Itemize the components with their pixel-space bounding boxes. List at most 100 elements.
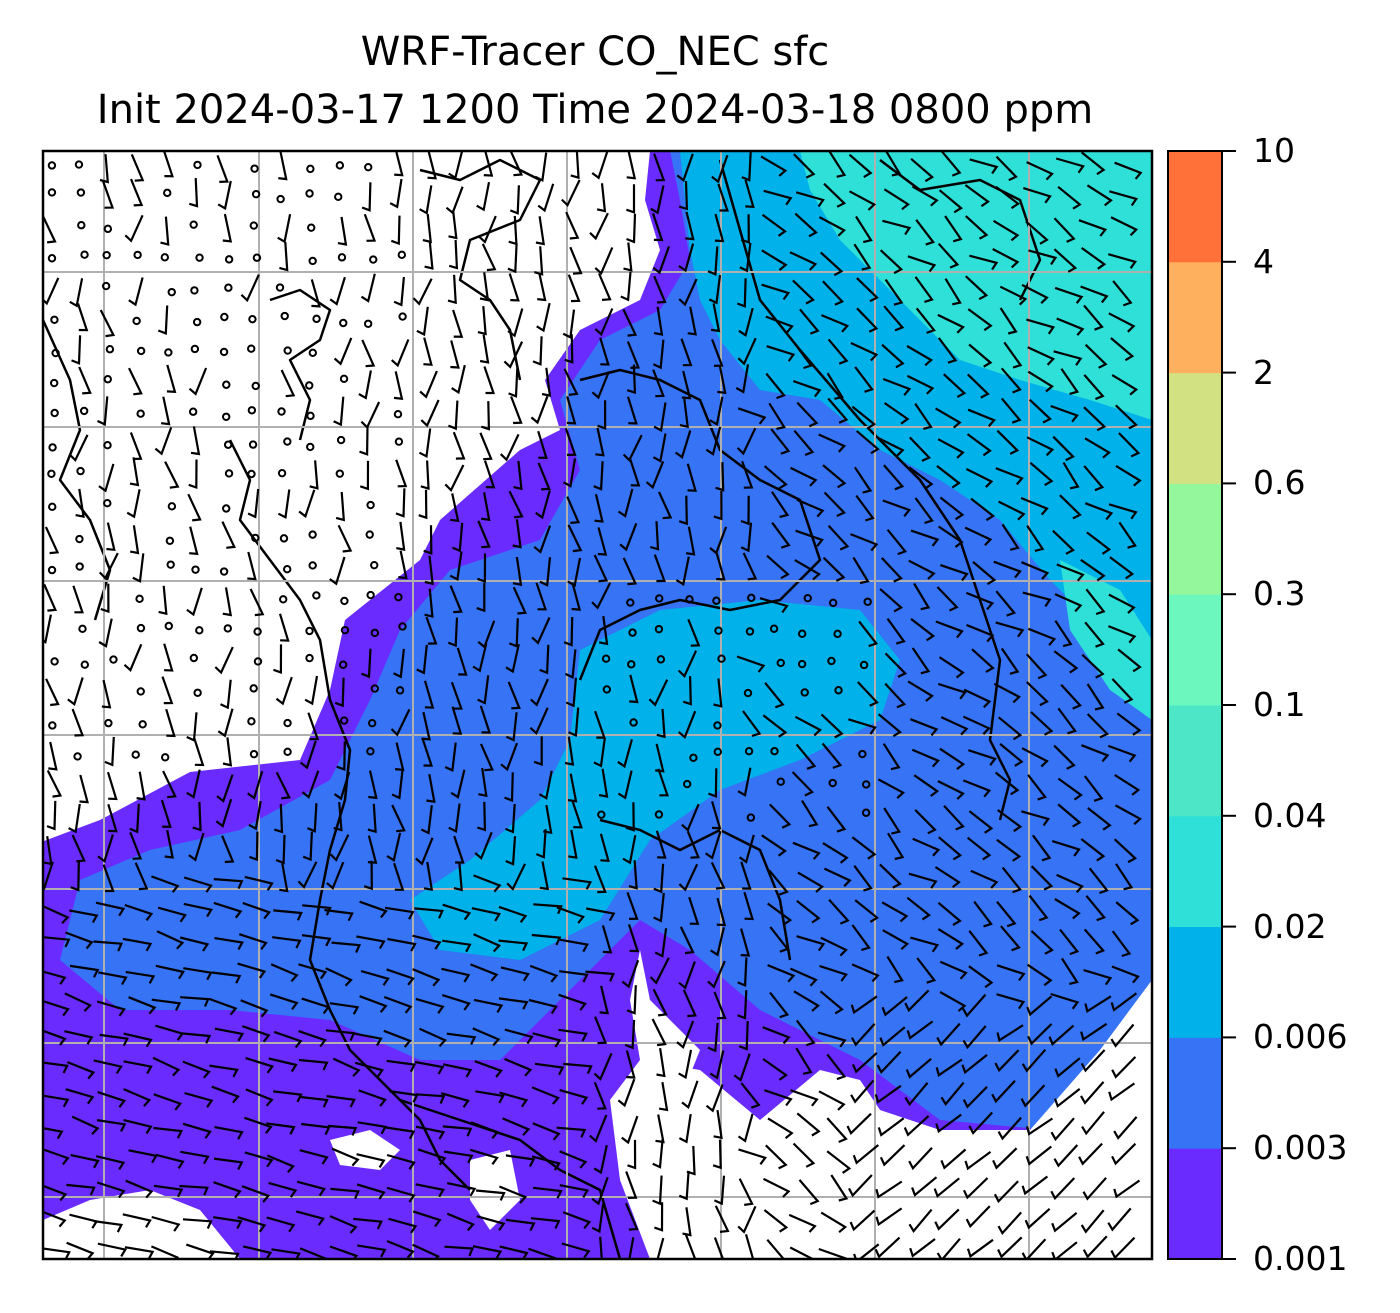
- wind-barb: [215, 798, 233, 828]
- wind-barb: [222, 737, 233, 767]
- wind-barb: [1053, 1088, 1081, 1108]
- wind-barb: [617, 1078, 636, 1108]
- wind-barb: [1082, 1177, 1107, 1201]
- wind-barb: [566, 396, 577, 425]
- wind-barb: [533, 525, 552, 554]
- wind-barb: [1109, 190, 1139, 207]
- calm-wind-marker: [397, 250, 407, 260]
- wind-barb: [474, 831, 493, 861]
- calm-wind-marker: [220, 312, 229, 322]
- wind-barb: [562, 1211, 592, 1229]
- wind-barb: [357, 1244, 387, 1258]
- wind-barb: [451, 364, 466, 395]
- wind-barb: [335, 491, 346, 522]
- wind-barb: [214, 1027, 245, 1042]
- wind-barb: [906, 345, 934, 367]
- wind-barb: [478, 767, 488, 798]
- wind-barb: [102, 180, 115, 209]
- wind-barb: [994, 1049, 1020, 1073]
- wind-barb: [385, 1126, 416, 1140]
- calm-wind-marker: [602, 685, 612, 694]
- no-data-region-southwest: [43, 1190, 240, 1259]
- wind-barb: [302, 904, 332, 916]
- wind-barb: [823, 867, 852, 887]
- wind-barb: [593, 461, 604, 491]
- wind-barb: [854, 899, 880, 923]
- wind-barb: [296, 1180, 326, 1197]
- wind-barb: [1053, 650, 1079, 674]
- wind-barb: [738, 1021, 749, 1051]
- calm-wind-marker: [166, 560, 175, 569]
- wind-barb: [356, 935, 386, 950]
- wind-barb: [850, 1023, 876, 1047]
- wind-barb: [279, 242, 289, 272]
- wind-barb: [965, 215, 989, 240]
- calm-wind-marker: [338, 660, 348, 669]
- calm-wind-marker: [167, 287, 176, 297]
- wind-barb: [498, 997, 529, 1010]
- wind-barb: [1026, 681, 1049, 707]
- wind-barb: [568, 829, 578, 859]
- wind-barb: [452, 522, 464, 553]
- wind-barb: [505, 836, 517, 866]
- wind-barb: [571, 582, 582, 611]
- calm-wind-marker: [776, 658, 785, 668]
- wind-barb: [792, 1142, 816, 1168]
- wind-barb: [556, 1126, 587, 1138]
- wind-barb: [416, 306, 429, 337]
- wind-barb: [997, 1211, 1023, 1235]
- calm-wind-marker: [101, 281, 111, 291]
- wind-barb: [853, 243, 872, 271]
- wind-barb: [1027, 1023, 1053, 1046]
- wind-barb: [471, 907, 502, 922]
- wind-barb: [876, 1051, 902, 1074]
- wind-barb: [330, 1187, 360, 1200]
- wind-barb: [739, 242, 752, 273]
- calm-wind-marker: [685, 595, 694, 604]
- wind-barb: [1078, 1142, 1103, 1166]
- wind-barb: [325, 967, 353, 987]
- wind-barb: [626, 213, 637, 244]
- wind-barb: [998, 500, 1026, 521]
- wind-barb: [966, 433, 992, 457]
- wind-barb: [770, 491, 790, 519]
- wind-barb: [153, 1184, 184, 1198]
- wind-barb: [848, 153, 873, 179]
- wind-barb: [248, 800, 262, 831]
- wind-barb: [626, 151, 637, 180]
- wind-barb: [908, 466, 934, 490]
- wind-barb: [477, 553, 487, 583]
- wind-barb: [414, 1060, 445, 1075]
- calm-wind-marker: [136, 687, 145, 696]
- colorbar-band: [1168, 151, 1222, 263]
- wind-barb: [850, 1079, 875, 1104]
- calm-wind-marker: [136, 623, 146, 633]
- wind-barb: [796, 498, 825, 518]
- calm-wind-marker: [47, 469, 56, 478]
- wind-barb: [1084, 502, 1114, 521]
- wind-barb: [1059, 494, 1082, 520]
- wind-barb: [476, 181, 491, 212]
- wind-barb: [766, 1238, 786, 1259]
- wind-barb: [597, 527, 608, 556]
- wind-barb: [505, 1154, 536, 1168]
- calm-wind-marker: [193, 688, 202, 697]
- wind-barb: [539, 557, 552, 587]
- calm-wind-marker: [248, 440, 258, 449]
- wind-barb: [222, 213, 233, 243]
- wind-barb: [882, 219, 912, 236]
- wind-barb: [1026, 524, 1045, 552]
- wind-barb: [193, 737, 205, 767]
- wind-barb: [331, 1147, 360, 1167]
- colorbar-tick-label: 0.6: [1253, 463, 1306, 503]
- wind-barb: [710, 927, 725, 957]
- calm-wind-marker: [339, 374, 349, 384]
- calm-wind-marker: [105, 345, 115, 354]
- wind-barb: [272, 936, 302, 949]
- wind-barb: [125, 970, 156, 984]
- wind-barb: [567, 524, 583, 553]
- wind-barb: [393, 276, 405, 307]
- wind-barb: [993, 682, 1021, 704]
- wind-barb: [337, 216, 348, 246]
- wind-barb: [507, 308, 524, 338]
